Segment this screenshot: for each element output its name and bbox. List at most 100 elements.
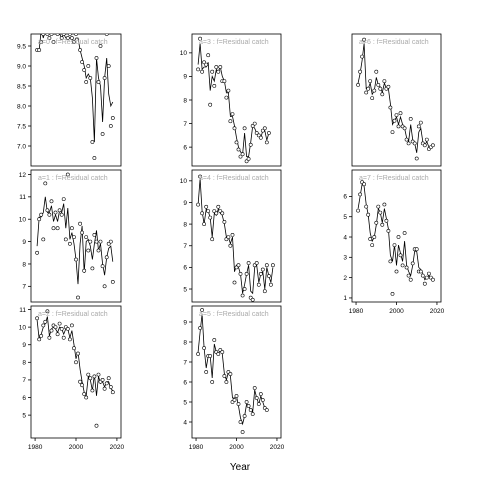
data-point — [37, 217, 42, 222]
panel-frame — [30, 33, 122, 167]
data-point — [236, 147, 241, 152]
y-tick-label: 7 — [183, 359, 187, 366]
data-point — [198, 36, 203, 41]
x-tick-label: 1980 — [189, 444, 204, 451]
data-point — [420, 273, 425, 278]
data-point — [232, 280, 237, 285]
data-point — [80, 60, 85, 64]
data-point — [53, 325, 58, 330]
data-point — [382, 202, 387, 207]
data-point — [262, 289, 267, 294]
panel-title: a=7 : f=Residual catch — [359, 175, 429, 182]
data-point — [68, 337, 72, 342]
data-point — [45, 208, 50, 213]
data-point — [226, 88, 231, 93]
data-point — [248, 142, 253, 147]
data-point — [200, 308, 205, 312]
data-point — [258, 271, 263, 276]
y-tick-label: 8.0 — [17, 103, 26, 110]
data-point — [386, 84, 391, 89]
data-point — [392, 118, 397, 123]
data-point — [92, 156, 97, 160]
data-point — [63, 237, 68, 242]
data-point — [210, 380, 215, 384]
y-tick-label: 9.0 — [17, 63, 26, 70]
data-point — [86, 248, 91, 253]
y-tick-label: 6 — [22, 395, 26, 402]
x-tick-label: 1980 — [28, 444, 43, 451]
data-point — [100, 132, 105, 136]
data-point — [39, 333, 44, 338]
data-point — [196, 67, 201, 72]
data-point — [57, 321, 62, 326]
panel-title: a=1 : f=Residual catch — [38, 175, 108, 182]
data-point — [364, 204, 369, 209]
series-line-fitted — [197, 43, 270, 157]
data-point — [200, 69, 205, 74]
y-tick-label: 2 — [343, 275, 347, 282]
data-point — [44, 28, 47, 31]
y-tick-label: 6 — [183, 379, 187, 386]
data-point — [59, 212, 64, 217]
data-point — [102, 284, 107, 289]
data-point — [206, 53, 211, 58]
data-point — [236, 402, 241, 406]
data-point — [260, 128, 265, 133]
data-point — [252, 121, 257, 126]
data-layer — [356, 180, 435, 296]
data-point — [45, 309, 50, 314]
data-point — [76, 28, 79, 31]
data-point — [74, 257, 78, 262]
y-tick-label: 6 — [183, 144, 187, 151]
series-line-fitted — [197, 178, 274, 295]
data-point — [398, 253, 403, 258]
data-point — [208, 102, 213, 107]
data-point — [422, 143, 427, 148]
y-tick-label: 10 — [19, 324, 27, 331]
data-point — [228, 243, 233, 248]
data-point — [76, 295, 80, 300]
data-point — [53, 210, 58, 215]
series-line-fitted — [36, 316, 114, 398]
data-point — [430, 277, 435, 282]
x-tick-label: 2000 — [69, 444, 84, 451]
data-point — [390, 291, 395, 296]
data-layer — [196, 174, 275, 302]
data-point — [98, 239, 103, 244]
data-point — [90, 388, 95, 393]
data-point — [39, 40, 44, 44]
data-point — [254, 131, 259, 135]
data-point — [402, 126, 407, 131]
data-point — [220, 211, 225, 216]
data-point — [246, 261, 251, 265]
panel-frame — [191, 169, 282, 303]
y-tick-label: 10 — [180, 50, 188, 57]
series-line-fitted — [36, 196, 114, 285]
y-tick-label: 10 — [19, 217, 27, 224]
data-point — [396, 235, 401, 239]
data-point — [90, 266, 95, 271]
series-line-fitted — [37, 34, 114, 143]
data-point — [82, 68, 87, 72]
y-tick-label: 8 — [183, 97, 187, 104]
data-point — [250, 412, 255, 416]
data-point — [68, 34, 72, 36]
data-point — [226, 235, 231, 240]
data-point — [378, 210, 383, 215]
data-point — [256, 282, 261, 287]
data-point — [256, 133, 261, 138]
data-point — [74, 360, 78, 365]
data-point — [65, 36, 70, 40]
y-tick-label: 9.5 — [17, 43, 26, 50]
y-tick-label: 12 — [19, 172, 27, 179]
data-point — [80, 383, 85, 388]
y-tick-label: 7.0 — [17, 143, 26, 150]
data-point — [208, 354, 213, 358]
data-layer — [356, 37, 435, 161]
data-point — [244, 271, 249, 276]
data-point — [78, 379, 83, 384]
data-point — [49, 34, 54, 36]
y-tick-label: 8 — [22, 360, 26, 367]
data-point — [212, 84, 217, 88]
y-tick-label: 1 — [343, 295, 347, 302]
